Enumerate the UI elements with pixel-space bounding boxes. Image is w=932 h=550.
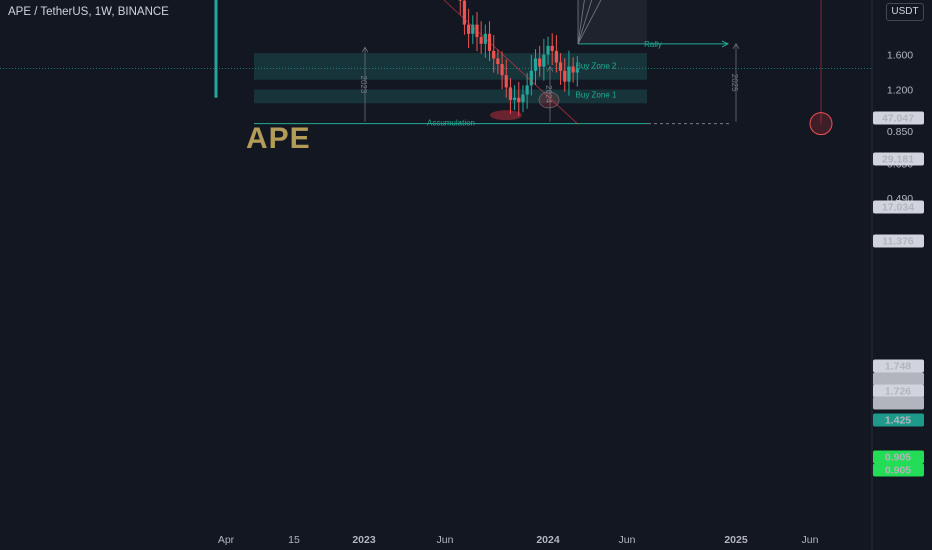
- year-marker-label: 2025: [730, 74, 739, 92]
- y-tick-label: 1.200: [887, 84, 913, 96]
- price-badge: [873, 384, 924, 398]
- price-badge: [873, 152, 924, 166]
- year-marker-label: 2024: [544, 85, 553, 103]
- year-marker-head: [546, 65, 554, 72]
- chart-title: APE / TetherUS, 1W, BINANCE: [8, 6, 169, 18]
- price-badge: [873, 463, 924, 477]
- candle-body: [467, 24, 471, 34]
- price-badge-label: 1.725: [885, 398, 911, 410]
- buy-zone-1-box: [254, 89, 647, 104]
- price-badge-label: 11.376: [882, 236, 914, 248]
- price-badge-label: 0.905: [885, 452, 911, 464]
- price-badge-label: 0.905: [885, 465, 911, 477]
- candle-body: [525, 85, 529, 95]
- candle-body: [517, 97, 521, 103]
- candle-body: [533, 58, 538, 71]
- y-tick-label: 1.600: [887, 50, 913, 62]
- candle-body: [567, 66, 571, 82]
- candle-body: [471, 24, 475, 34]
- x-tick-label: Jun: [437, 534, 454, 546]
- price-badge: [873, 234, 924, 248]
- buy-zone-2-label: Buy Zone 2: [576, 62, 617, 71]
- downtrend-line: [443, 0, 579, 125]
- price-badge: [873, 413, 924, 427]
- candle-body: [496, 58, 500, 65]
- x-tick-label: Jun: [619, 534, 636, 546]
- buy-zone-2-box: [254, 53, 647, 80]
- price-badge: [873, 396, 924, 410]
- price-badge: [873, 200, 924, 214]
- candle-body: [558, 62, 563, 71]
- price-badge-label: 29.181: [882, 154, 914, 166]
- candle-body: [508, 87, 513, 100]
- y-tick-label: 0.850: [887, 126, 913, 138]
- candle-body: [458, 0, 462, 1]
- candle-body: [563, 70, 567, 82]
- year-marker-head: [732, 43, 740, 49]
- currency-button[interactable]: USDT: [886, 3, 924, 21]
- price-badge: [873, 359, 924, 373]
- time-axis[interactable]: Apr 15 2023 Jun 2024 Jun 2025 Jun: [218, 534, 819, 546]
- candles-layer: [214, 0, 579, 117]
- price-badge-label: 47.047: [882, 113, 914, 125]
- rally-arrow-head: [721, 40, 730, 48]
- price-badge-label: 17.034: [882, 202, 914, 214]
- price-badge: [873, 372, 924, 386]
- accumulation-label: Accumulation: [427, 119, 475, 128]
- accumulation-marker: [490, 110, 522, 121]
- candle-body: [538, 58, 542, 67]
- candle-body: [492, 50, 496, 59]
- year-marker-label: 2023: [359, 76, 368, 94]
- symbol-label: APE: [246, 122, 311, 155]
- price-axis[interactable]: 130.000100.00075.00055.00042.50032.50024…: [873, 0, 924, 477]
- buy-zone-1-label: Buy Zone 1: [576, 91, 617, 100]
- rally-label: Rally: [644, 40, 662, 49]
- reversal-marker: [538, 91, 560, 109]
- zones-layer: Sell Zone 3Sell Zone 2Sell Zone 1Buy Zon…: [0, 0, 872, 128]
- candle-body: [529, 70, 533, 86]
- price-badge: [873, 450, 924, 464]
- price-badge-label: 1.732: [885, 374, 911, 386]
- candle-body: [504, 75, 508, 88]
- candle-body: [542, 54, 546, 67]
- candle-body: [550, 45, 554, 51]
- price-badge: [873, 111, 924, 125]
- price-badge-label: 1.748: [885, 361, 911, 373]
- x-tick-label: 2025: [724, 534, 748, 546]
- projection-box: [578, 0, 647, 44]
- x-tick-label: 15: [288, 534, 300, 546]
- candle-body: [521, 94, 525, 103]
- candle-body: [546, 45, 550, 55]
- candle-body: [500, 64, 504, 76]
- altseason-start: [809, 112, 833, 136]
- candle-body: [554, 50, 558, 63]
- price-badge-label: 1.726: [885, 386, 911, 398]
- x-tick-label: Apr: [218, 534, 235, 546]
- candle-body: [575, 68, 579, 73]
- x-tick-label: Jun: [802, 534, 819, 546]
- candle-body: [479, 37, 483, 44]
- candle-body: [462, 0, 467, 25]
- annotations-layer: Rally560 %2650 %1630 %890 %202320242025A…: [359, 0, 833, 136]
- x-tick-label: 2023: [352, 534, 376, 546]
- candle-body: [571, 66, 575, 73]
- x-tick-label: 2024: [536, 534, 560, 546]
- price-badge-label: 1.425: [885, 415, 911, 427]
- year-marker-head: [361, 46, 369, 53]
- candle-body: [513, 97, 517, 100]
